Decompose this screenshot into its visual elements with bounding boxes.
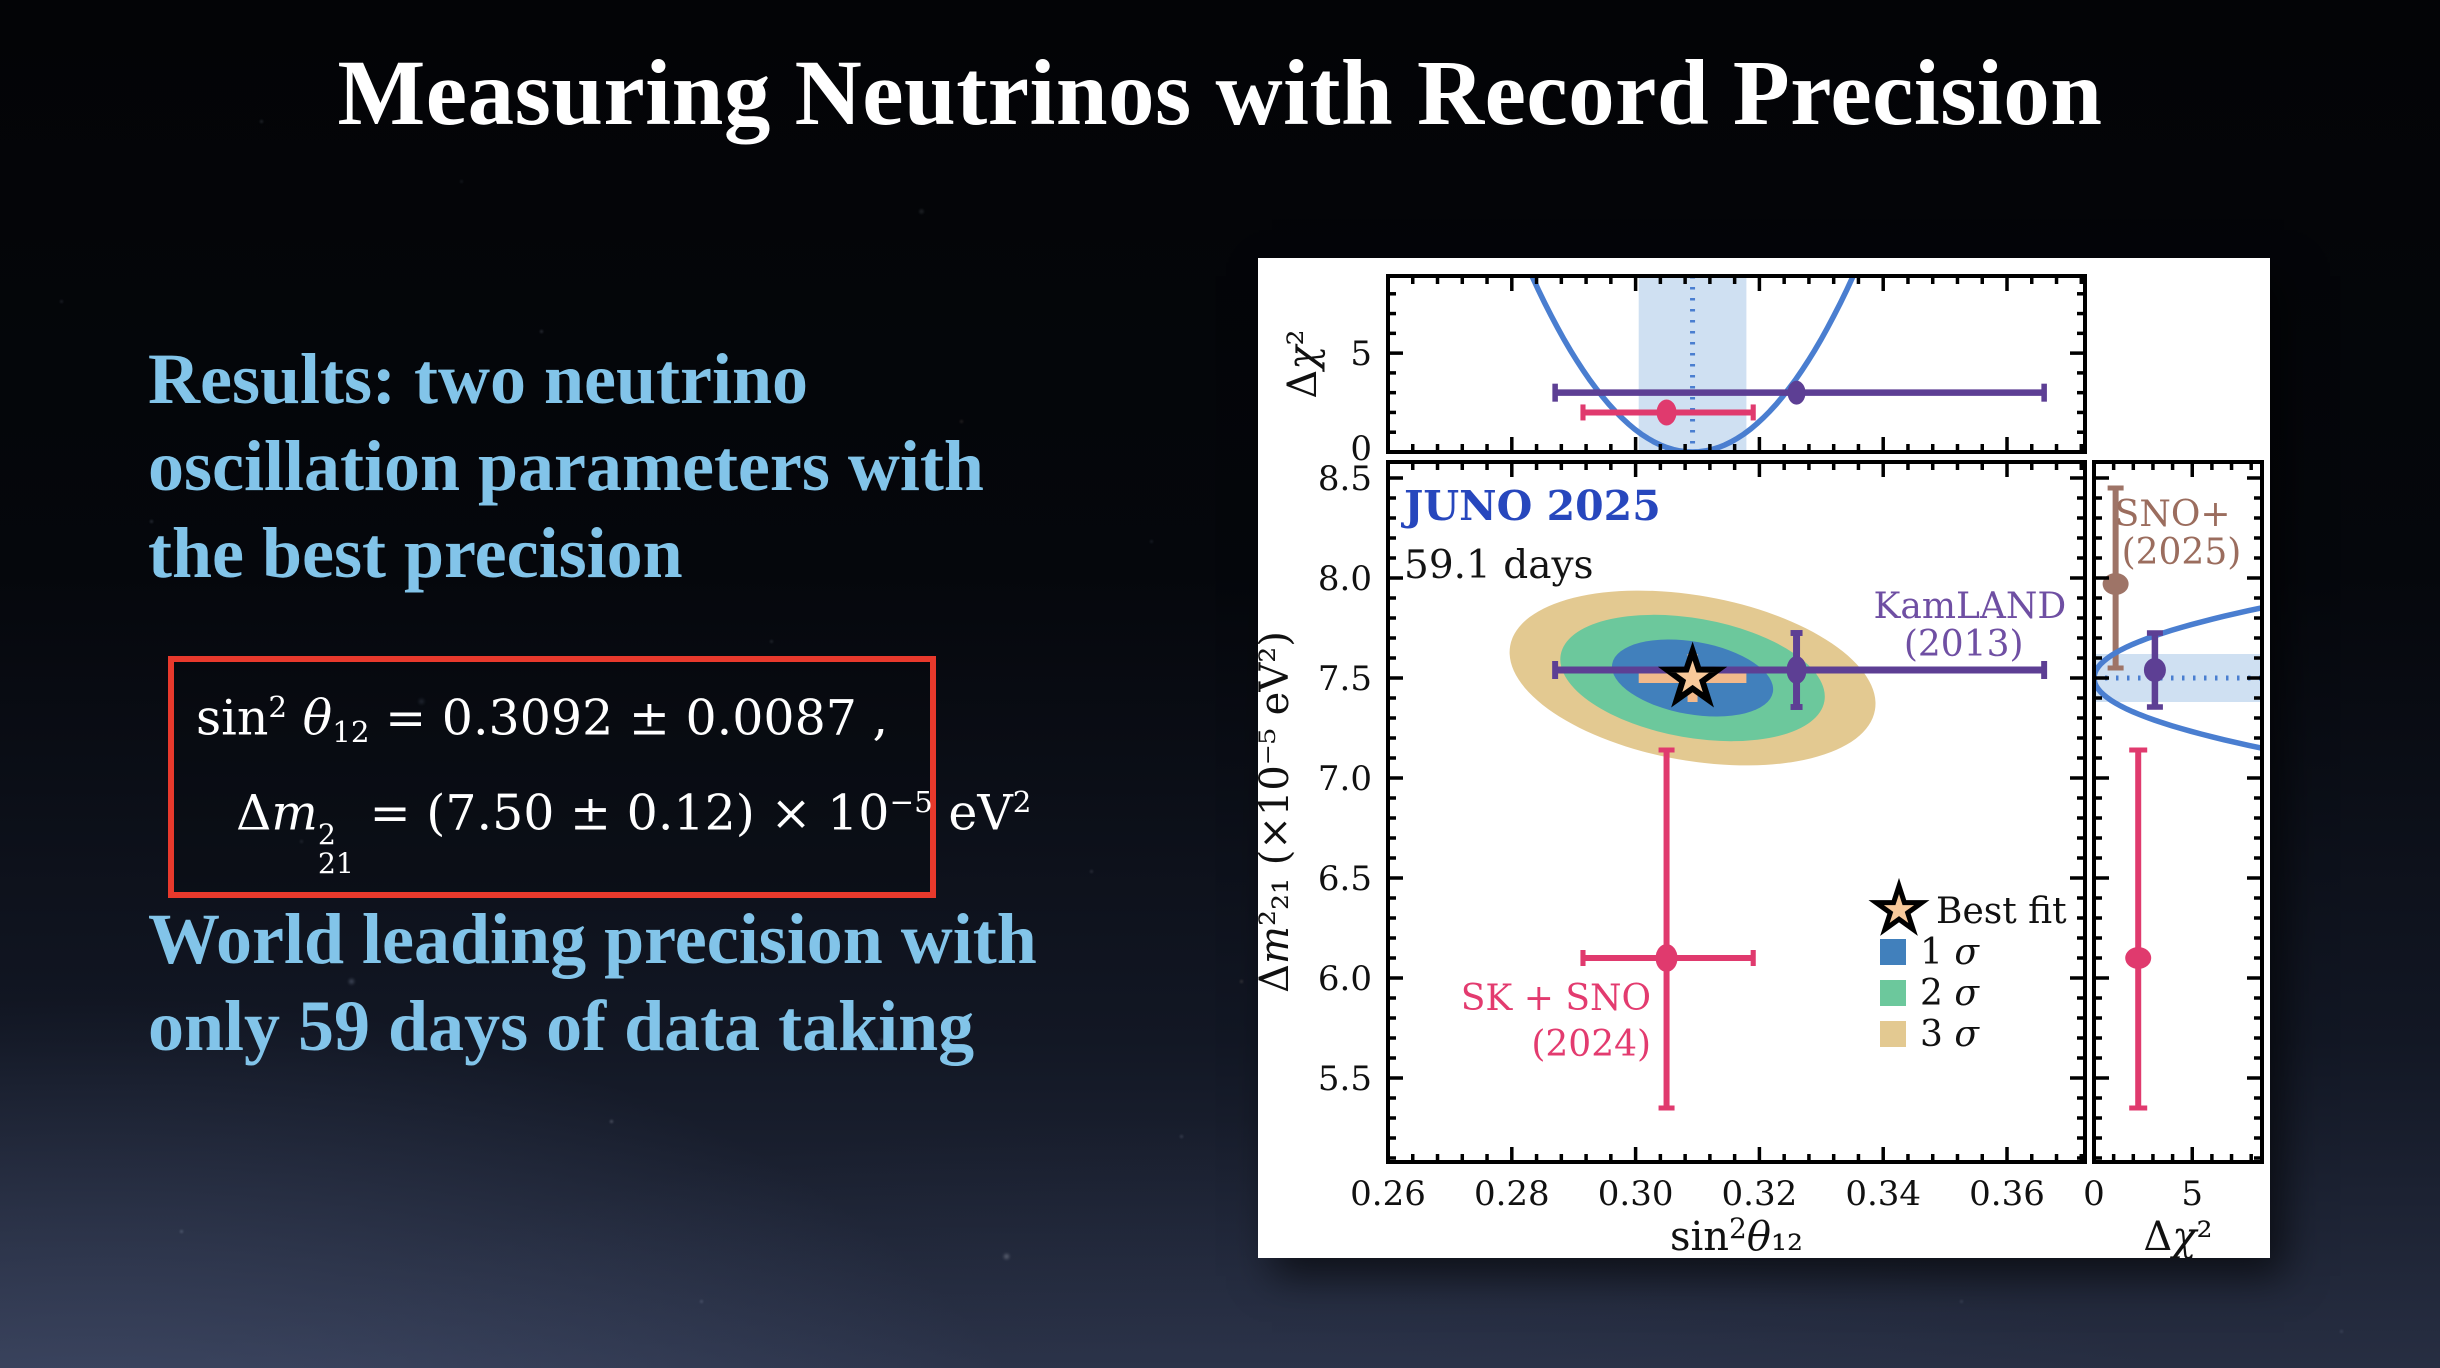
sno-plus-marker-right — [2102, 573, 2129, 595]
sno--label-line1: SNO+ — [2115, 494, 2231, 535]
kamland-label-line1: KamLAND — [1873, 586, 2066, 627]
legend-1sigma-label: 1 σ — [1920, 932, 1980, 973]
kamland-marker-top — [1787, 380, 1806, 405]
legend-2sigma-label: 2 σ — [1920, 973, 1980, 1014]
y-tick-label: 6.5 — [1318, 859, 1372, 899]
legend-swatch-3sigma — [1880, 1021, 1906, 1047]
right-1sigma-band — [2094, 654, 2262, 702]
y-tick-label: 6.0 — [1318, 959, 1372, 999]
juno-oscillation-parameters-figure: JUNO 2025 59.1 days KamLAND (2013) SK + SNO (… — [1258, 258, 2270, 1258]
world-leading-text: World leading precision with only 59 day… — [148, 896, 1037, 1070]
right-marginal-panel: SNO+(2025) — [2094, 485, 2262, 1111]
y-tick-label: 8.0 — [1318, 559, 1372, 599]
right-chi2-axis-label: Δχ² — [2143, 1214, 2212, 1258]
y-tick-label: 5.5 — [1318, 1059, 1372, 1099]
x-tick-label: 0.34 — [1845, 1174, 1921, 1214]
best-fit-star — [1657, 641, 1728, 708]
x-tick-label: 0.28 — [1474, 1174, 1550, 1214]
x-axis-label: sin2​θ₁₂ — [1670, 1212, 1803, 1258]
legend-3sigma-label: 3 σ — [1920, 1014, 1980, 1055]
right-panel-frame — [2092, 460, 2264, 1164]
starfield-background — [0, 0, 3, 3]
juno-2025-label: JUNO 2025 — [1401, 482, 1661, 530]
legend-swatch-1sigma — [1880, 939, 1906, 965]
x-tick-label: 0.36 — [1969, 1174, 2045, 1214]
top-panel-frame — [1386, 274, 2087, 454]
sk-sno-yerr-main — [1658, 747, 1675, 1111]
kamland-marker-main — [1786, 656, 1807, 684]
sk-sno-marker-right — [2125, 947, 2152, 969]
chi2-parabola-right — [2094, 605, 2262, 751]
right-chi2-tick-label: 5 — [2181, 1174, 2203, 1214]
x-tick-label: 0.32 — [1722, 1174, 1798, 1214]
sno--label-line2: (2025) — [2122, 532, 2242, 573]
slide-title: Measuring Neutrinos with Record Precisio… — [337, 42, 2103, 145]
main-panel-frame — [1386, 460, 2087, 1164]
legend-swatch-2sigma — [1880, 980, 1906, 1006]
equation-dm2-21: Δm 2 21 = (7.50 ± 0.12) × 10−5 eV2 — [236, 784, 1032, 880]
y-tick-label: 8.5 — [1318, 459, 1372, 499]
intro-line-1: Results: two neutrino — [148, 339, 808, 419]
outro-line-1: World leading precision with — [148, 899, 1037, 979]
sk-sno-label-line1: SK + SNO — [1461, 978, 1651, 1019]
results-intro-text: Results: two neutrino oscillation parame… — [148, 336, 984, 597]
right-chi2-tick-label: 0 — [2083, 1174, 2105, 1214]
kamland-marker-right — [2143, 658, 2166, 682]
outro-line-2: only 59 days of data taking — [148, 986, 975, 1066]
legend-best-fit-label: Best fit — [1936, 891, 2067, 932]
kamland-label-line2: (2013) — [1904, 624, 2024, 665]
top-chi2-tick-label: 0 — [1350, 429, 1372, 469]
y-tick-label: 7.0 — [1318, 759, 1372, 799]
top-chi2-tick-label: 5 — [1350, 334, 1372, 374]
sk-sno-errorbar-right — [2129, 747, 2148, 1111]
y-tick-label: 7.5 — [1318, 659, 1372, 699]
sk-sno-marker-top — [1656, 399, 1677, 426]
top-marginal-panel — [1529, 276, 2047, 452]
sk-sno-label-line2: (2024) — [1531, 1024, 1651, 1065]
oscillation-parameters-plot: JUNO 2025 59.1 days KamLAND(2013) SK + SNO (… — [1258, 274, 2264, 1258]
chi2-parabola-top — [1529, 276, 1856, 452]
intro-line-3: the best precision — [148, 513, 683, 593]
sk-sno-marker-main — [1655, 944, 1678, 972]
x-tick-label: 0.26 — [1350, 1174, 1426, 1214]
main-panel: JUNO 2025 59.1 days KamLAND(2013) SK + SNO (… — [1401, 482, 2066, 1111]
x-tick-label: 0.30 — [1598, 1174, 1674, 1214]
intro-line-2: oscillation parameters with — [148, 426, 984, 506]
axes: 0.26 0.28 0.30 0.32 0.34 0.36 5.5 6.0 6.5 7.0 7.5 8… — [1258, 274, 2264, 1258]
legend-star-icon — [1868, 877, 1930, 936]
equation-sin2theta12: sin2 θ12 = 0.3092 ± 0.0087 , — [196, 689, 889, 749]
exposure-label: 59.1 days — [1404, 543, 1594, 588]
results-equation-box: sin2 θ12 = 0.3092 ± 0.0087 , Δm 2 21 = (7.… — [168, 656, 1032, 898]
top-chi2-axis-label: Δχ² — [1280, 329, 1326, 398]
